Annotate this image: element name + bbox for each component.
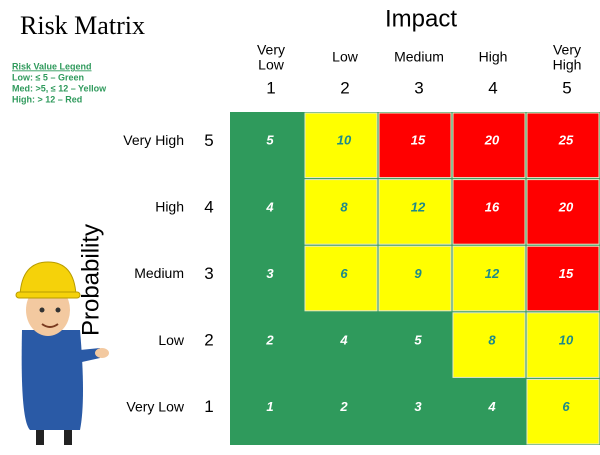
- matrix-cell: [526, 378, 600, 445]
- column-number: 3: [414, 78, 423, 97]
- matrix-cell: [304, 245, 378, 312]
- cell-value: 25: [558, 133, 574, 148]
- worker-illustration: [15, 261, 109, 445]
- cell-value: 8: [488, 333, 496, 348]
- matrix-cell: [452, 179, 526, 245]
- impact-title: Impact: [385, 5, 457, 32]
- cell-value: 15: [559, 266, 574, 281]
- cell-value: 6: [340, 266, 348, 281]
- column-number: 2: [340, 78, 349, 97]
- row-label: Medium: [134, 265, 184, 281]
- cell-value: 9: [414, 266, 422, 281]
- matrix-cell: [452, 245, 526, 312]
- matrix-cell: [526, 245, 600, 312]
- matrix-cell: [526, 179, 600, 245]
- row-label: High: [155, 199, 184, 215]
- cell-value: 10: [559, 333, 574, 348]
- row-label: Very Low: [126, 398, 184, 414]
- cell-value: 1: [266, 399, 273, 414]
- cell-value: 4: [339, 333, 348, 348]
- row-label: Low: [158, 332, 185, 348]
- legend-item: Low: ≤ 5 – Green: [12, 72, 84, 82]
- title: Risk Matrix: [20, 11, 145, 40]
- row-number: 4: [204, 197, 213, 216]
- cell-value: 3: [266, 266, 274, 281]
- cell-value: 5: [266, 133, 274, 148]
- matrix-cell: [304, 112, 378, 179]
- column-label: High: [479, 49, 508, 65]
- matrix-cell: [378, 245, 452, 312]
- row-number: 2: [204, 331, 213, 350]
- cell-value: 12: [411, 199, 426, 214]
- matrix-cell: [304, 179, 378, 245]
- cell-value: 15: [411, 133, 426, 148]
- column-label: Very: [257, 42, 285, 58]
- cell-value: 2: [265, 333, 274, 348]
- column-label: Medium: [394, 49, 444, 65]
- cell-value: 5: [414, 333, 422, 348]
- row-number: 5: [204, 131, 213, 150]
- matrix-cell: [378, 179, 452, 245]
- cell-value: 8: [340, 199, 348, 214]
- matrix-cell: [378, 112, 452, 179]
- column-label: High: [553, 57, 582, 73]
- row-number: 1: [204, 397, 213, 416]
- column-number: 4: [488, 78, 497, 97]
- cell-value: 3: [414, 399, 422, 414]
- matrix-cell: [452, 112, 526, 179]
- cell-value: 12: [485, 266, 500, 281]
- matrix-cell: [526, 312, 600, 378]
- legend-item: High: > 12 – Red: [12, 94, 82, 104]
- cell-value: 20: [484, 133, 500, 148]
- cell-value: 16: [485, 199, 500, 214]
- cell-value: 6: [562, 399, 570, 414]
- cell-value: 20: [558, 199, 574, 214]
- column-number: 5: [562, 78, 571, 97]
- row-label: Very High: [123, 132, 184, 148]
- legend-item: Med: >5, ≤ 12 – Yellow: [12, 83, 107, 93]
- column-label: Low: [258, 57, 285, 73]
- column-label: Low: [332, 49, 359, 65]
- cell-value: 10: [337, 133, 352, 148]
- cell-value: 4: [265, 199, 274, 214]
- legend-title: Risk Value Legend: [12, 61, 92, 71]
- probability-title: Probability: [77, 224, 104, 336]
- column-label: Very: [553, 42, 581, 58]
- column-number: 1: [266, 78, 275, 97]
- cell-value: 2: [339, 399, 348, 414]
- row-number: 3: [204, 264, 213, 283]
- cell-value: 4: [487, 399, 496, 414]
- matrix-cell: [452, 312, 526, 378]
- matrix-cell: [526, 112, 600, 179]
